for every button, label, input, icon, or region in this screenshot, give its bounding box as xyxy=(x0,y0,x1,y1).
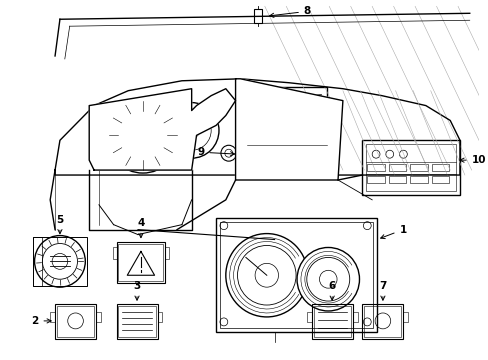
Bar xyxy=(33,237,87,286)
Text: 3: 3 xyxy=(133,281,141,300)
Bar xyxy=(220,222,372,328)
Text: 10: 10 xyxy=(459,155,485,165)
Circle shape xyxy=(225,234,307,317)
Bar xyxy=(57,306,94,337)
Bar xyxy=(388,176,406,183)
Bar xyxy=(50,312,55,322)
Bar xyxy=(409,164,427,171)
Bar xyxy=(157,312,162,322)
Bar xyxy=(409,176,427,183)
Text: 5: 5 xyxy=(56,215,63,234)
Bar xyxy=(118,243,163,281)
Bar xyxy=(216,218,376,332)
Text: 6: 6 xyxy=(328,281,335,300)
Bar xyxy=(352,312,357,322)
Circle shape xyxy=(164,103,219,158)
Bar xyxy=(96,312,101,322)
Bar xyxy=(116,304,157,339)
Circle shape xyxy=(296,247,359,311)
Bar xyxy=(313,306,350,337)
Bar xyxy=(239,148,247,153)
Circle shape xyxy=(105,98,180,173)
Bar xyxy=(55,304,96,339)
Bar xyxy=(254,9,262,23)
Text: 9: 9 xyxy=(197,147,234,157)
Bar xyxy=(239,155,247,160)
Bar xyxy=(311,304,352,339)
Circle shape xyxy=(35,235,85,287)
Bar xyxy=(165,247,169,260)
Text: 7: 7 xyxy=(379,281,386,300)
Bar xyxy=(431,164,448,171)
Bar xyxy=(238,146,258,162)
Text: 2: 2 xyxy=(31,316,51,326)
Bar xyxy=(248,155,256,160)
Bar xyxy=(403,312,407,322)
Polygon shape xyxy=(55,79,459,175)
Text: 4: 4 xyxy=(137,218,144,238)
Polygon shape xyxy=(89,89,235,170)
Bar xyxy=(388,164,406,171)
Bar xyxy=(431,176,448,183)
Bar xyxy=(362,304,403,339)
Bar xyxy=(247,87,326,131)
Bar xyxy=(366,164,384,171)
Bar xyxy=(362,140,459,195)
Bar xyxy=(247,133,326,155)
Bar xyxy=(118,306,155,337)
Bar xyxy=(366,176,384,183)
Circle shape xyxy=(221,145,236,161)
Bar xyxy=(366,144,455,191)
Bar xyxy=(253,94,321,118)
Bar xyxy=(306,312,311,322)
Text: 1: 1 xyxy=(380,225,406,239)
Bar xyxy=(112,247,116,260)
Bar xyxy=(116,242,165,283)
Bar xyxy=(248,148,256,153)
Bar xyxy=(33,237,42,286)
Text: 8: 8 xyxy=(269,6,310,17)
Bar xyxy=(364,306,401,337)
Polygon shape xyxy=(235,79,342,180)
